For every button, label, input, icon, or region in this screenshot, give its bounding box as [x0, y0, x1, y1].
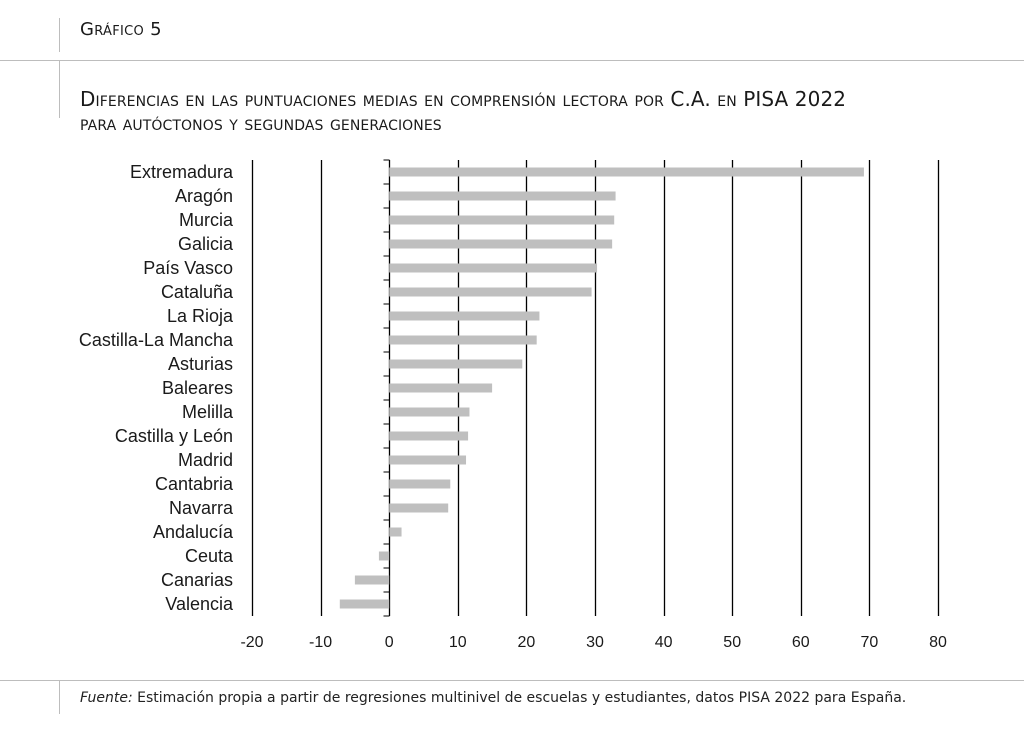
x-tick-label: 40	[655, 634, 673, 651]
bar	[389, 239, 613, 249]
bar	[389, 431, 469, 441]
category-label: La Rioja	[167, 306, 234, 326]
category-label: Ceuta	[185, 546, 234, 566]
header-divider	[0, 60, 1024, 61]
category-label: Extremadura	[130, 162, 234, 182]
x-tick-label: -10	[309, 634, 332, 651]
source-label: Fuente:	[80, 690, 133, 706]
category-label: Andalucía	[153, 522, 234, 542]
footer-divider	[0, 680, 1024, 681]
chart-title-line-1: Diferencias en las puntuaciones medias e…	[80, 87, 847, 111]
category-label: Cantabria	[155, 474, 234, 494]
bar	[389, 311, 540, 321]
x-tick-label: 70	[861, 634, 879, 651]
x-tick-label: 60	[792, 634, 810, 651]
bar	[389, 335, 537, 345]
category-label: Galicia	[178, 234, 234, 254]
category-label: Murcia	[179, 210, 234, 230]
x-tick-label: 50	[723, 634, 741, 651]
bar	[389, 359, 523, 369]
x-tick-label: 20	[518, 634, 536, 651]
bar	[389, 215, 615, 225]
figure-label: Gráfico 5	[80, 19, 162, 40]
bar	[389, 167, 864, 177]
bar	[389, 383, 493, 393]
bar	[354, 575, 390, 585]
x-tick-label: 80	[929, 634, 947, 651]
category-label: Canarias	[161, 570, 233, 590]
category-label: Castilla y León	[115, 426, 233, 446]
x-tick-label: 0	[385, 634, 394, 651]
bar	[378, 551, 390, 561]
category-label: Valencia	[165, 594, 234, 614]
x-tick-label: 30	[586, 634, 604, 651]
category-label: Asturias	[168, 354, 233, 374]
category-label: Madrid	[178, 450, 233, 470]
bar	[339, 599, 390, 609]
bar	[389, 479, 451, 489]
category-label: Cataluña	[161, 282, 234, 302]
chart-title: Diferencias en las puntuaciones medias e…	[80, 87, 1020, 135]
source-note: Fuente: Estimación propia a partir de re…	[80, 690, 906, 706]
bar	[389, 263, 598, 273]
category-label: País Vasco	[143, 258, 233, 278]
left-rule-mid	[59, 60, 60, 118]
bar	[389, 527, 402, 537]
x-tick-label: -20	[240, 634, 263, 651]
category-label: Castilla-La Mancha	[79, 330, 234, 350]
x-tick-label: 10	[449, 634, 467, 651]
category-label: Baleares	[162, 378, 233, 398]
bar	[389, 191, 616, 201]
category-label: Melilla	[182, 402, 234, 422]
bar	[389, 455, 467, 465]
source-text: Estimación propia a partir de regresione…	[132, 690, 907, 706]
bar	[389, 287, 592, 297]
left-rule-top	[59, 18, 60, 52]
category-label: Aragón	[175, 186, 233, 206]
left-rule-bottom	[59, 680, 60, 714]
chart-title-line-2: para autóctonos y segundas generaciones	[80, 111, 442, 135]
bar	[389, 503, 449, 513]
category-label: Navarra	[169, 498, 234, 518]
bar	[389, 407, 470, 417]
